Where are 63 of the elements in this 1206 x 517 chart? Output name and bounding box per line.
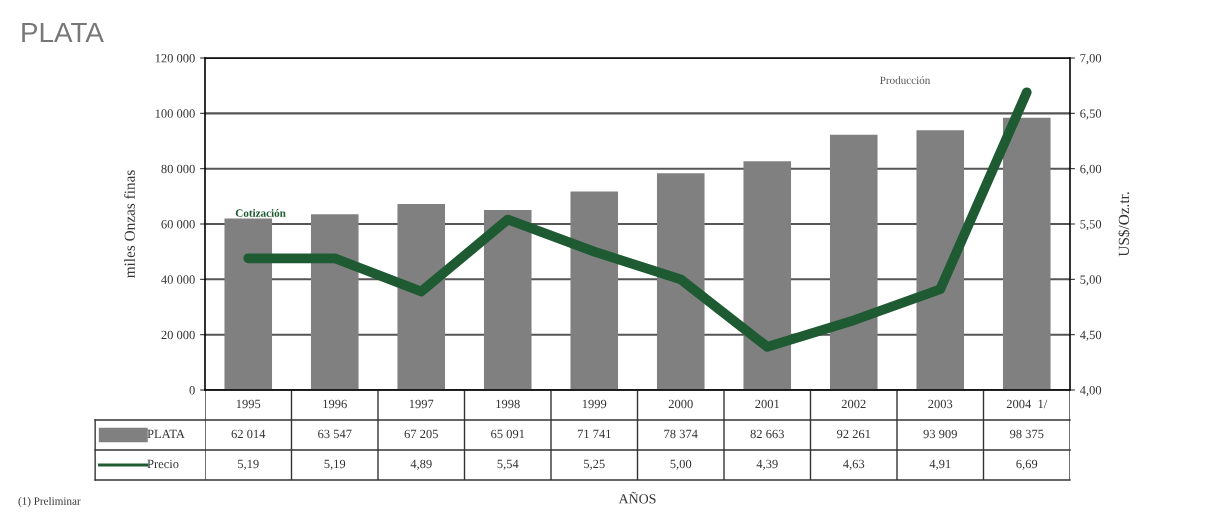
data-label: 5,19 bbox=[238, 459, 259, 470]
bar bbox=[1002, 117, 1051, 390]
data-label: 4,63 bbox=[843, 459, 865, 470]
data-label: 4,89 bbox=[410, 459, 432, 470]
y-tick-label: 100 000 bbox=[155, 109, 195, 118]
bar bbox=[743, 161, 792, 390]
x-tick-label: 1996 bbox=[323, 399, 347, 409]
chart-title: PLATA bbox=[22, 22, 104, 42]
data-label: 62 014 bbox=[231, 429, 266, 439]
data-label: 65 091 bbox=[491, 429, 525, 439]
x-tick-label: 1999 bbox=[582, 399, 607, 409]
bar bbox=[570, 191, 619, 390]
data-label: 63 547 bbox=[318, 429, 352, 439]
y2-tick-label: 4,00 bbox=[1079, 386, 1102, 397]
x-tick-label: 1997 bbox=[409, 399, 434, 409]
y-axis-title: miles Onzas finas bbox=[123, 170, 135, 278]
legend-label: PLATA bbox=[147, 429, 185, 439]
y2-axis-title: US$/Oz.tr. bbox=[1117, 192, 1131, 257]
bar bbox=[310, 214, 359, 390]
x-tick-label: 2004 1/ bbox=[1006, 399, 1048, 409]
data-label: 4,91 bbox=[929, 459, 951, 470]
x-tick-label: 2001 bbox=[755, 399, 779, 409]
data-label: 4,39 bbox=[756, 459, 778, 470]
data-label: 6,69 bbox=[1016, 459, 1038, 470]
x-tick-label: 2000 bbox=[668, 399, 693, 409]
x-tick-label: 1998 bbox=[496, 399, 520, 409]
data-label: 5,00 bbox=[670, 459, 692, 470]
data-label: 67 205 bbox=[404, 429, 438, 439]
annotation: Cotización bbox=[235, 208, 286, 217]
bar bbox=[656, 173, 705, 390]
y-tick-label: 80 000 bbox=[161, 164, 195, 174]
data-label: 78 374 bbox=[664, 429, 698, 439]
legend-label: Precio bbox=[147, 459, 179, 469]
bar bbox=[224, 218, 273, 390]
annotation: Producción bbox=[880, 76, 931, 85]
bar bbox=[397, 204, 446, 390]
data-label: 5,25 bbox=[584, 459, 605, 470]
y2-tick-label: 7,00 bbox=[1080, 54, 1102, 65]
x-tick-label: 1995 bbox=[236, 399, 261, 409]
y-tick-label: 60 000 bbox=[161, 220, 195, 229]
bar bbox=[916, 130, 965, 390]
data-label: 82 663 bbox=[750, 429, 784, 439]
y2-tick-label: 6,50 bbox=[1080, 109, 1102, 120]
y2-tick-label: 5,50 bbox=[1080, 220, 1102, 231]
text: (1) Preliminar bbox=[18, 496, 81, 508]
data-label: 71 741 bbox=[577, 429, 611, 439]
text: AÑOS bbox=[618, 491, 656, 504]
x-tick-label: 2003 bbox=[928, 399, 953, 409]
data-label: 5,19 bbox=[324, 459, 346, 470]
bar bbox=[483, 209, 532, 390]
y2-tick-label: 5,00 bbox=[1080, 275, 1102, 286]
bar bbox=[829, 134, 878, 390]
y2-tick-label: 4,50 bbox=[1079, 330, 1102, 341]
y-tick-label: 0 bbox=[189, 386, 195, 395]
x-tick-label: 2002 bbox=[841, 399, 866, 409]
y-tick-label: 40 000 bbox=[161, 275, 195, 284]
data-label: 98 375 bbox=[1009, 429, 1044, 439]
y2-tick-label: 6,00 bbox=[1080, 164, 1102, 175]
y-tick-label: 20 000 bbox=[161, 330, 195, 340]
data-label: 5,54 bbox=[497, 459, 519, 470]
data-label: 93 909 bbox=[923, 429, 957, 439]
y-tick-label: 120 000 bbox=[155, 54, 195, 63]
data-label: 92 261 bbox=[836, 429, 871, 439]
